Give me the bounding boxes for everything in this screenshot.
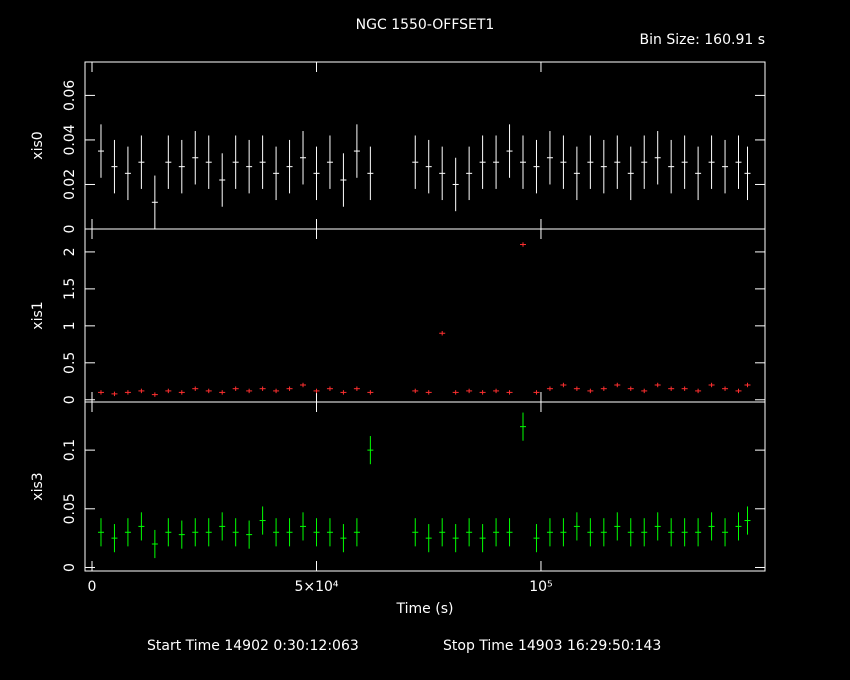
- y-axis-label: xis1: [30, 301, 46, 329]
- plot-frame: [84, 61, 766, 230]
- y-tick-label: 0.5: [62, 352, 78, 374]
- bin-size: Bin Size: 160.91 s: [640, 32, 765, 48]
- y-axis-label: xis3: [30, 472, 46, 500]
- y-tick-label: 1.5: [62, 278, 78, 300]
- x-axis-label: Time (s): [396, 601, 454, 617]
- y-tick-label: 2: [62, 247, 78, 256]
- y-tick-label: 0: [62, 563, 78, 572]
- x-tick-label: 0: [88, 579, 97, 595]
- y-tick-label: 0.02: [62, 169, 78, 200]
- plot-frame: [84, 401, 766, 572]
- chart-title: NGC 1550-OFFSET1: [356, 17, 495, 33]
- start-time: Start Time 14902 0:30:12:063: [147, 638, 359, 654]
- y-tick-label: 1: [62, 321, 78, 330]
- y-tick-label: 0.1: [62, 439, 78, 461]
- x-tick-label: 5×10⁴: [294, 579, 338, 595]
- y-axis-label: xis0: [30, 131, 46, 159]
- y-tick-label: 0: [62, 395, 78, 404]
- y-tick-label: 0.05: [62, 493, 78, 524]
- stop-time: Stop Time 14903 16:29:50:143: [443, 638, 661, 654]
- y-tick-label: 0: [62, 225, 78, 234]
- plot-frame: [84, 228, 766, 403]
- y-tick-label: 0.06: [62, 80, 78, 111]
- x-tick-label: 10⁵: [529, 579, 552, 595]
- y-tick-label: 0.04: [62, 124, 78, 155]
